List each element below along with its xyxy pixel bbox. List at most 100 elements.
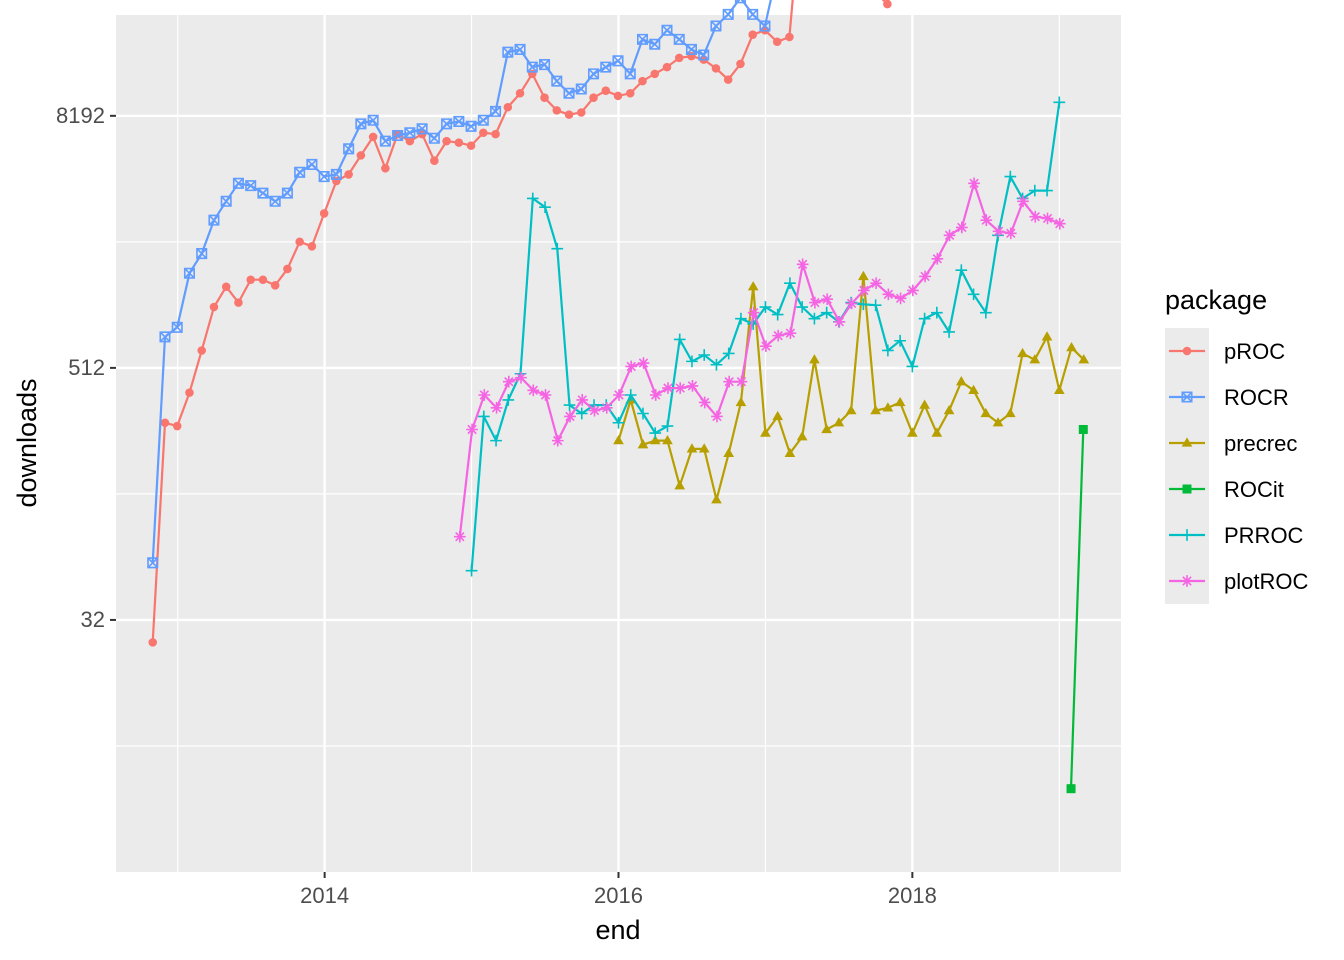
data-point xyxy=(466,141,476,150)
data-point xyxy=(722,347,735,360)
data-point xyxy=(870,277,882,290)
data-point xyxy=(686,380,699,392)
data-point xyxy=(490,105,502,117)
data-point xyxy=(589,93,598,102)
data-point xyxy=(1181,575,1193,587)
data-point xyxy=(1181,437,1193,447)
data-point xyxy=(428,132,440,144)
data-point xyxy=(294,166,306,178)
data-point xyxy=(992,225,1005,238)
data-point xyxy=(980,214,993,227)
data-point xyxy=(637,357,650,369)
series-ROCit xyxy=(1066,424,1088,794)
data-point xyxy=(637,407,649,420)
data-point xyxy=(784,277,796,290)
y-tick-labels: 32 512 8192 xyxy=(56,103,105,632)
data-point xyxy=(1029,210,1042,223)
data-point xyxy=(1028,184,1041,197)
data-point xyxy=(172,421,182,431)
data-point xyxy=(258,275,268,285)
data-point xyxy=(747,281,759,291)
data-point xyxy=(796,301,809,313)
data-point xyxy=(735,375,748,388)
series-line xyxy=(151,0,772,563)
data-point xyxy=(183,267,195,279)
x-tick-label: 2016 xyxy=(594,883,643,908)
data-point xyxy=(698,396,711,409)
data-point xyxy=(784,327,797,340)
data-point xyxy=(306,158,318,170)
data-point xyxy=(318,171,330,183)
data-point xyxy=(931,252,944,265)
data-point xyxy=(209,302,219,312)
data-point xyxy=(479,128,488,138)
data-point xyxy=(636,33,649,45)
data-point xyxy=(710,358,723,371)
data-point xyxy=(723,375,736,388)
data-point xyxy=(1004,227,1017,240)
data-point xyxy=(490,401,503,414)
data-point xyxy=(269,195,281,207)
data-point xyxy=(698,349,711,361)
data-point xyxy=(649,435,661,445)
data-point xyxy=(882,402,894,412)
legend-item-plotROC: plotROC xyxy=(1165,558,1308,604)
y-axis-title: downloads xyxy=(12,378,42,507)
data-point xyxy=(624,389,637,401)
data-point xyxy=(171,321,183,333)
data-point xyxy=(821,423,832,434)
data-point xyxy=(748,30,757,39)
legend-item-PRROC: PRROC xyxy=(1165,512,1304,558)
data-point xyxy=(600,61,612,73)
data-point xyxy=(685,43,697,55)
data-point xyxy=(968,177,980,190)
data-point xyxy=(723,447,735,457)
data-point xyxy=(600,401,613,414)
data-point xyxy=(649,389,662,401)
data-point xyxy=(196,248,208,260)
data-point xyxy=(662,62,672,72)
data-point xyxy=(674,53,684,63)
data-point xyxy=(649,427,662,439)
data-point xyxy=(722,8,734,20)
data-point xyxy=(686,355,698,368)
data-point xyxy=(772,37,782,47)
data-point xyxy=(502,46,514,58)
data-point xyxy=(564,410,576,423)
data-point xyxy=(1181,529,1193,541)
data-point xyxy=(453,530,466,543)
data-point xyxy=(931,427,943,437)
legend-label: pROC xyxy=(1224,339,1285,364)
data-point xyxy=(453,115,465,127)
data-point xyxy=(760,340,772,353)
data-point xyxy=(711,64,721,73)
data-point xyxy=(674,480,686,490)
data-point xyxy=(454,138,464,147)
data-point xyxy=(515,88,525,98)
x-axis-title: end xyxy=(595,915,640,945)
y-tick-label: 32 xyxy=(81,607,105,632)
data-point xyxy=(551,242,564,255)
legend-label: ROCit xyxy=(1224,477,1284,502)
data-point xyxy=(674,382,687,394)
data-point xyxy=(526,61,538,73)
data-point xyxy=(160,418,170,428)
data-point xyxy=(368,132,378,142)
data-point xyxy=(820,306,833,319)
data-point xyxy=(1066,341,1077,352)
data-point xyxy=(539,389,552,401)
data-point xyxy=(220,195,232,207)
data-point xyxy=(343,143,355,155)
data-point xyxy=(539,59,551,71)
data-point xyxy=(661,24,673,36)
series-line xyxy=(151,0,890,643)
data-point xyxy=(404,127,416,139)
data-point xyxy=(918,312,931,325)
data-point xyxy=(613,435,624,445)
data-point xyxy=(270,281,280,290)
data-point xyxy=(955,221,968,234)
data-point xyxy=(575,83,587,95)
legend: package pROC ROCR precrec ROCit PRROC plotROC xyxy=(1165,285,1308,604)
data-point xyxy=(515,371,527,384)
data-point xyxy=(759,301,772,313)
